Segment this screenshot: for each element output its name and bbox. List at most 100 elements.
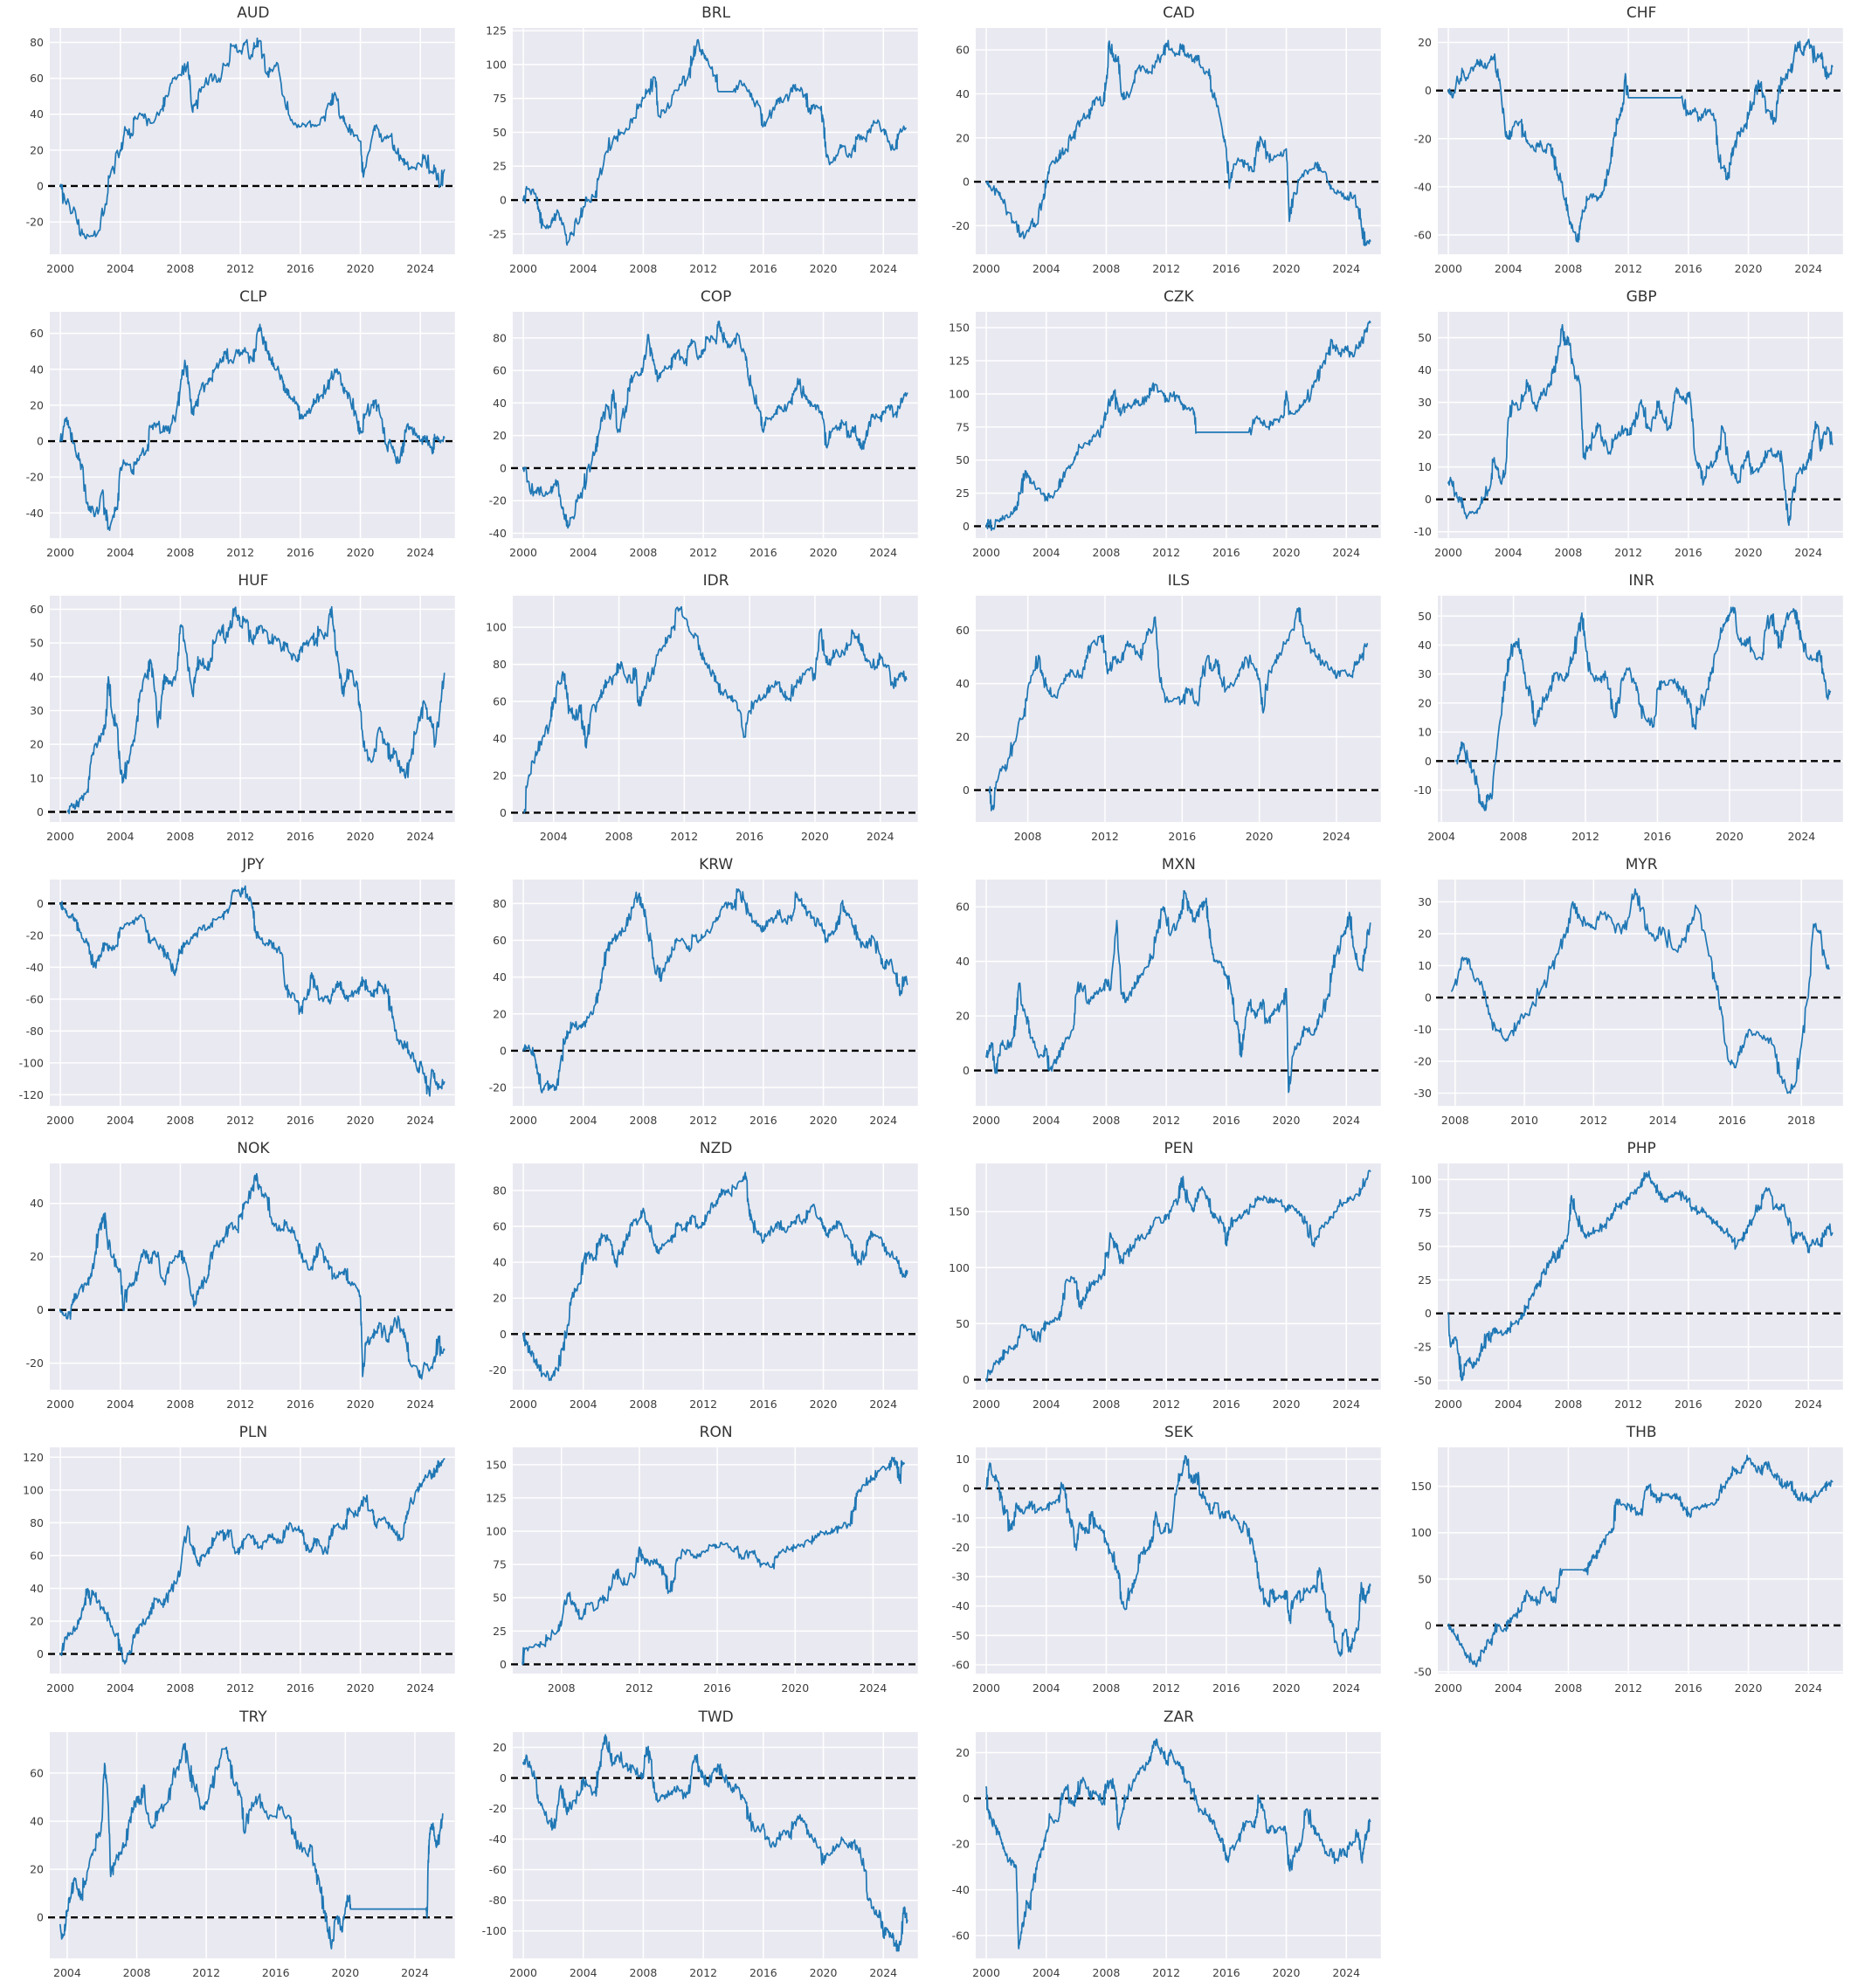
x-tick-label: 2012 <box>1614 546 1642 559</box>
x-tick-label: 2020 <box>347 546 375 559</box>
y-tick-label: 0 <box>963 1791 970 1805</box>
chart-canvas-TRY: 0 20 40 60 2004 2008 2012 2016 2020 2024 <box>30 1731 457 1979</box>
y-tick-label: 20 <box>493 1741 507 1754</box>
x-tick-label: 2020 <box>1272 546 1300 559</box>
x-tick-label: 2012 <box>192 1966 220 1979</box>
x-tick-label: 2004 <box>1032 546 1060 559</box>
y-tick-label: 40 <box>956 955 970 968</box>
x-tick-label: 2020 <box>809 1398 837 1411</box>
x-tick-label: 2000 <box>972 1398 1000 1411</box>
x-tick-label: 2004 <box>1495 1398 1523 1411</box>
x-tick-label: 2012 <box>1152 1966 1180 1979</box>
y-tick-label: 20 <box>1418 428 1432 441</box>
y-tick-label: 40 <box>1418 363 1432 376</box>
x-tick-label: 2008 <box>167 262 195 275</box>
x-tick-label: 2012 <box>1091 830 1119 843</box>
chart-title: CHF <box>1626 4 1657 22</box>
chart-title: COP <box>700 288 732 307</box>
x-tick-label: 2004 <box>1032 1966 1060 1979</box>
y-tick-label: 50 <box>956 453 970 466</box>
x-tick-label: 2008 <box>1555 546 1583 559</box>
x-tick-label: 2004 <box>1032 1114 1060 1127</box>
y-tick-label: 40 <box>493 732 507 745</box>
y-tick-label: 0 <box>500 462 507 475</box>
x-tick-label: 2012 <box>689 1398 717 1411</box>
y-tick-label: 0 <box>500 1328 507 1341</box>
x-tick-label: 2008 <box>629 1114 657 1127</box>
x-tick-label: 2012 <box>1152 1114 1180 1127</box>
y-tick-label: 60 <box>493 364 507 377</box>
chart-title: INR <box>1628 572 1654 590</box>
subplot-NOK: NOK -20 0 20 40 2000 2004 2008 2012 2016 2020 2024 <box>0 1136 463 1419</box>
y-tick-label: -40 <box>488 1833 506 1846</box>
x-tick-label: 2012 <box>1152 1398 1180 1411</box>
data-line-PHP <box>1447 1170 1834 1382</box>
y-tick-label: 40 <box>30 1198 44 1211</box>
data-line-JPY <box>59 885 445 1097</box>
x-tick-label: 2016 <box>1212 262 1240 275</box>
x-tick-label: 2008 <box>1013 830 1041 843</box>
y-tick-label: 0 <box>500 806 507 819</box>
data-line-ZAR <box>984 1737 1371 1950</box>
x-tick-label: 2012 <box>226 1114 254 1127</box>
x-tick-label: 2016 <box>703 1682 731 1695</box>
x-tick-label: 2024 <box>1795 1398 1823 1411</box>
y-tick-label: 60 <box>956 901 970 914</box>
y-tick-label: -50 <box>1414 1374 1432 1387</box>
y-tick-label: 20 <box>956 131 970 144</box>
x-tick-label: 2012 <box>1614 1682 1642 1695</box>
y-tick-label: 50 <box>1418 331 1432 344</box>
y-tick-label: -100 <box>481 1924 506 1937</box>
x-tick-label: 2012 <box>689 1966 717 1979</box>
chart-canvas-IDR: 0 20 40 60 80 100 2004 2008 2012 2016 2020 2024 <box>486 596 920 843</box>
y-tick-label: 120 <box>23 1451 44 1464</box>
x-tick-label: 2020 <box>1716 830 1744 843</box>
subplot-PLN: PLN 0 20 40 60 80 100 120 2000 2004 2008 2012 2016 20… <box>0 1419 463 1703</box>
y-tick-label: -20 <box>951 1541 969 1554</box>
subplot-CHF: CHF -60 -40 -20 0 20 2000 2004 2008 2012 2016 2020 2… <box>1388 0 1851 284</box>
y-tick-label: 0 <box>500 1658 507 1671</box>
x-tick-label: 2004 <box>1032 1398 1060 1411</box>
x-tick-label: 2024 <box>1795 262 1823 275</box>
y-tick-label: 20 <box>30 1615 44 1628</box>
x-tick-label: 2020 <box>1735 1398 1763 1411</box>
x-tick-label: 2016 <box>1675 1682 1703 1695</box>
subplot-COP: COP -40 -20 0 20 40 60 80 2000 2004 2008 2012 2016 20… <box>463 284 926 568</box>
y-tick-label: -80 <box>488 1894 506 1907</box>
subplot-ILS: ILS 0 20 40 60 2008 2012 2016 2020 2024 <box>926 568 1389 852</box>
y-tick-label: -60 <box>951 1929 969 1942</box>
x-tick-label: 2004 <box>107 1682 135 1695</box>
data-line-CLP <box>59 323 445 532</box>
y-tick-label: 60 <box>956 624 970 637</box>
y-tick-label: -20 <box>951 219 969 232</box>
x-tick-label: 2020 <box>1272 1682 1300 1695</box>
chart-title: KRW <box>699 856 734 874</box>
x-tick-label: 2020 <box>347 1398 375 1411</box>
chart-canvas-MYR: -30 -20 -10 0 10 20 30 2008 2010 2012 2014 2016 2018 <box>1414 880 1845 1127</box>
x-tick-label: 2012 <box>689 546 717 559</box>
x-tick-label: 2008 <box>123 1966 151 1979</box>
y-tick-label: -60 <box>488 1863 506 1876</box>
x-tick-label: 2000 <box>46 1114 74 1127</box>
chart-title: NOK <box>237 1140 270 1158</box>
x-tick-label: 2024 <box>869 262 897 275</box>
x-tick-label: 2004 <box>107 1398 135 1411</box>
data-line-COP <box>521 321 908 529</box>
x-tick-label: 2012 <box>625 1682 653 1695</box>
y-tick-label: 0 <box>963 1064 970 1077</box>
y-tick-label: 20 <box>493 1292 507 1305</box>
chart-title: NZD <box>699 1140 733 1158</box>
y-tick-label: 60 <box>30 1550 44 1563</box>
data-line-BRL <box>521 38 907 246</box>
chart-canvas-CAD: -20 0 20 40 60 2000 2004 2008 2012 2016 2020 2024 <box>951 27 1383 275</box>
x-tick-label: 2000 <box>46 1398 74 1411</box>
x-tick-label: 2020 <box>809 1114 837 1127</box>
x-tick-label: 2016 <box>749 1398 777 1411</box>
data-line-CHF <box>1447 38 1834 243</box>
y-tick-label: 40 <box>30 107 44 121</box>
x-tick-label: 2016 <box>1212 1966 1240 1979</box>
y-tick-label: 80 <box>493 331 507 344</box>
data-line-MYR <box>1451 888 1830 1094</box>
x-tick-label: 2008 <box>1555 1682 1583 1695</box>
x-tick-label: 2000 <box>1434 1398 1462 1411</box>
